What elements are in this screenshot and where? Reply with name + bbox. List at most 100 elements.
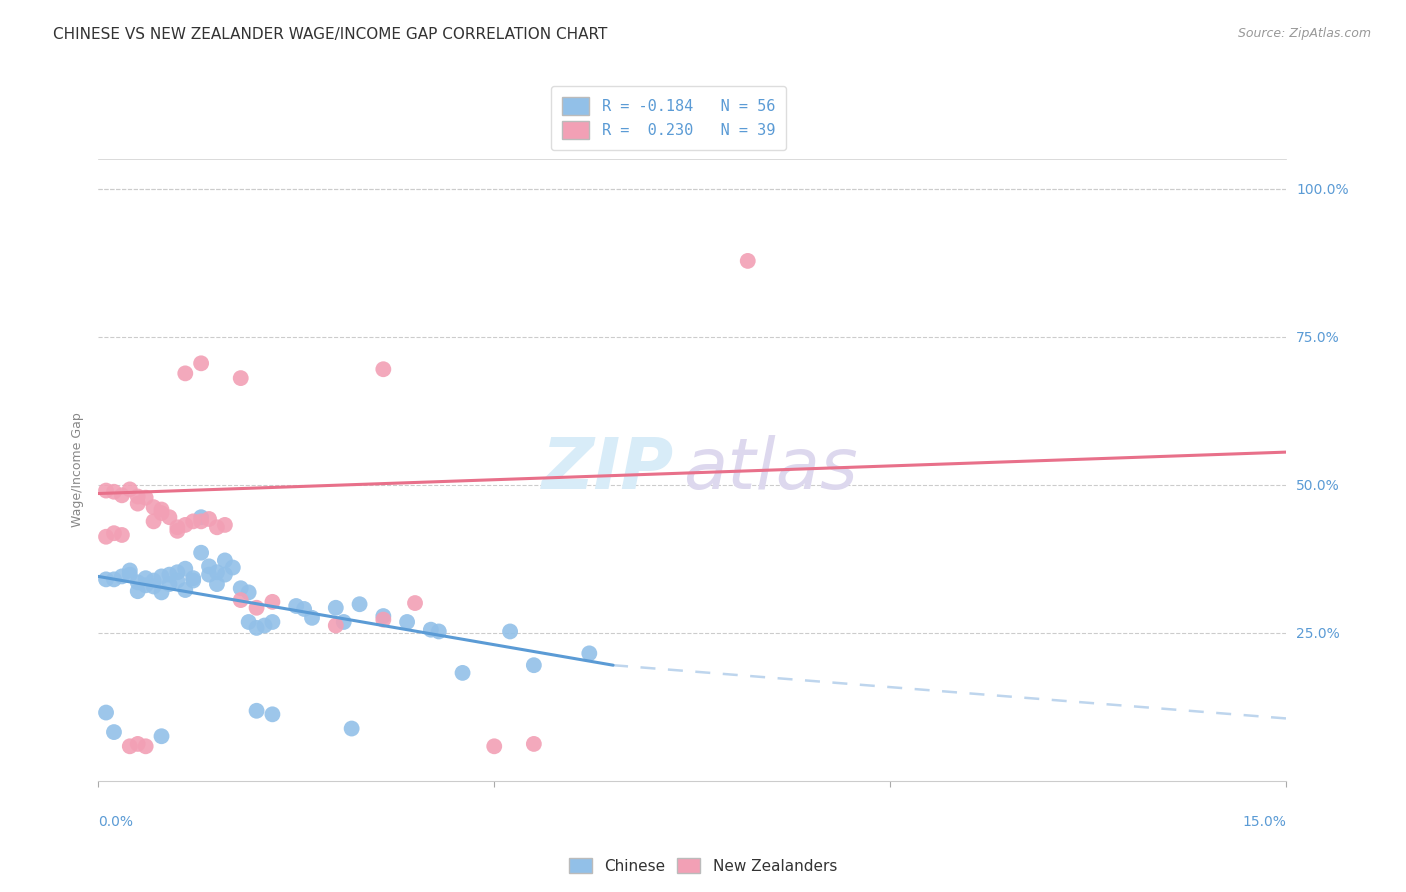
Point xyxy=(135,491,157,505)
Point xyxy=(427,624,450,639)
Point xyxy=(229,581,252,595)
Point xyxy=(142,579,165,593)
Point xyxy=(111,488,134,502)
Point xyxy=(166,524,188,538)
Point xyxy=(127,575,149,590)
Text: Source: ZipAtlas.com: Source: ZipAtlas.com xyxy=(1237,27,1371,40)
Text: 15.0%: 15.0% xyxy=(1243,814,1286,829)
Text: CHINESE VS NEW ZEALANDER WAGE/INCOME GAP CORRELATION CHART: CHINESE VS NEW ZEALANDER WAGE/INCOME GAP… xyxy=(53,27,607,42)
Point xyxy=(127,490,149,504)
Point xyxy=(245,621,267,635)
Y-axis label: Wage/Income Gap: Wage/Income Gap xyxy=(72,412,84,527)
Point xyxy=(262,707,284,722)
Point xyxy=(238,615,260,629)
Point xyxy=(111,528,134,542)
Point xyxy=(174,562,197,576)
Point xyxy=(181,514,204,528)
Point xyxy=(484,739,506,754)
Point xyxy=(229,371,252,385)
Point xyxy=(118,567,141,582)
Point xyxy=(404,596,426,610)
Point xyxy=(285,599,308,613)
Point xyxy=(499,624,522,639)
Legend: R = -0.184   N = 56, R =  0.230   N = 39: R = -0.184 N = 56, R = 0.230 N = 39 xyxy=(551,86,786,150)
Legend: Chinese, New Zealanders: Chinese, New Zealanders xyxy=(562,852,844,880)
Point xyxy=(262,595,284,609)
Point xyxy=(451,665,474,680)
Point xyxy=(94,706,117,720)
Point xyxy=(103,573,125,587)
Point xyxy=(214,517,236,532)
Text: 0.0%: 0.0% xyxy=(98,814,134,829)
Point xyxy=(142,514,165,528)
Point xyxy=(332,615,354,629)
Point xyxy=(205,566,228,580)
Point xyxy=(142,500,165,515)
Point xyxy=(229,593,252,607)
Point xyxy=(150,502,173,516)
Point xyxy=(198,559,221,574)
Point xyxy=(222,560,245,574)
Point xyxy=(135,739,157,754)
Point xyxy=(159,577,181,591)
Point xyxy=(245,600,267,615)
Point xyxy=(94,573,117,587)
Point xyxy=(127,737,149,751)
Point xyxy=(205,577,228,591)
Point xyxy=(103,484,125,499)
Point xyxy=(238,585,260,599)
Point xyxy=(373,613,395,627)
Point xyxy=(190,546,212,560)
Point xyxy=(253,618,276,632)
Point xyxy=(523,658,546,673)
Point xyxy=(135,571,157,585)
Point xyxy=(214,553,236,567)
Point xyxy=(103,725,125,739)
Point xyxy=(205,520,228,534)
Point xyxy=(325,600,347,615)
Point xyxy=(190,510,212,524)
Text: atlas: atlas xyxy=(683,435,858,504)
Point xyxy=(190,514,212,528)
Point xyxy=(301,611,323,625)
Point xyxy=(325,618,347,632)
Point xyxy=(349,597,371,611)
Point xyxy=(111,569,134,583)
Point xyxy=(396,615,419,629)
Point xyxy=(245,704,267,718)
Point xyxy=(198,567,221,582)
Point xyxy=(181,571,204,585)
Point xyxy=(166,520,188,534)
Point xyxy=(159,510,181,524)
Point xyxy=(127,584,149,599)
Point xyxy=(190,356,212,370)
Point xyxy=(94,530,117,544)
Point xyxy=(578,646,600,660)
Point xyxy=(159,567,181,582)
Point xyxy=(166,566,188,580)
Point xyxy=(419,623,441,637)
Point xyxy=(292,602,315,616)
Point xyxy=(150,569,173,583)
Point xyxy=(737,253,759,268)
Point xyxy=(118,564,141,578)
Point xyxy=(174,367,197,381)
Text: ZIP: ZIP xyxy=(543,435,675,504)
Point xyxy=(262,615,284,629)
Point xyxy=(174,582,197,597)
Point xyxy=(373,362,395,376)
Point xyxy=(174,517,197,532)
Point xyxy=(198,512,221,526)
Point xyxy=(127,497,149,511)
Point xyxy=(150,585,173,599)
Point xyxy=(118,483,141,497)
Point xyxy=(340,722,363,736)
Point xyxy=(142,574,165,588)
Point xyxy=(523,737,546,751)
Point xyxy=(214,567,236,582)
Point xyxy=(150,729,173,743)
Point xyxy=(166,574,188,588)
Point xyxy=(103,526,125,541)
Point xyxy=(150,506,173,520)
Point xyxy=(94,483,117,498)
